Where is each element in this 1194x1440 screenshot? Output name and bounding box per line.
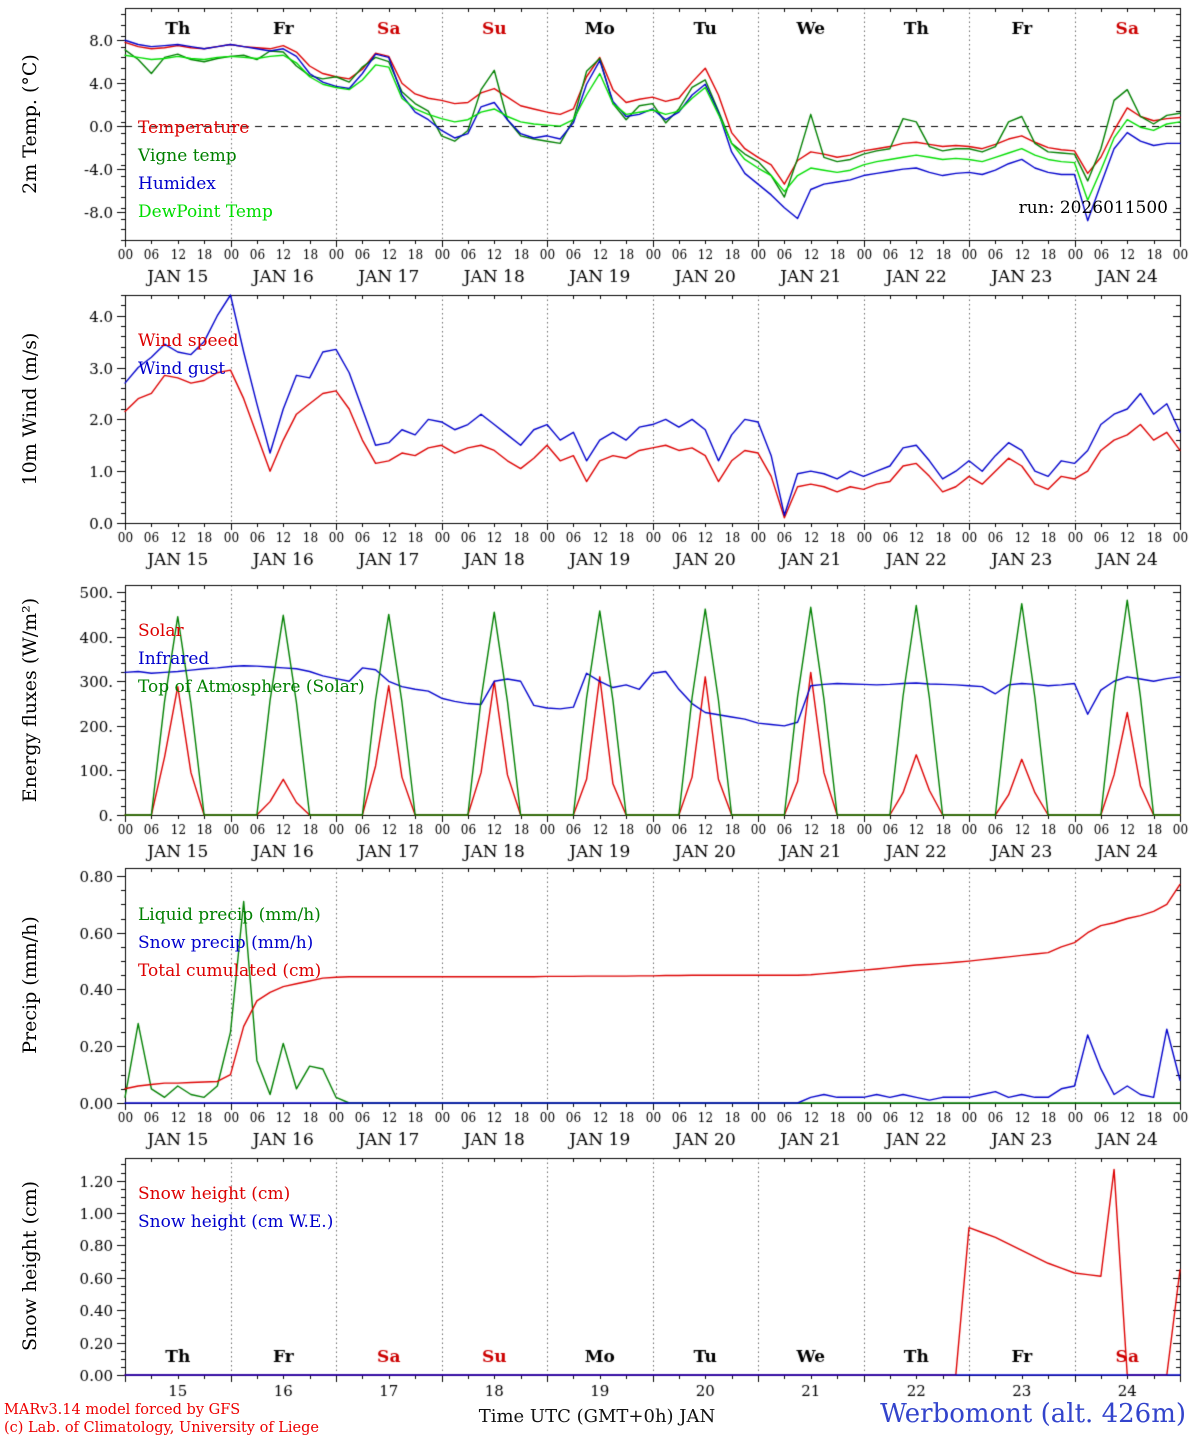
temperature-panel-canvas	[0, 0, 1194, 292]
precipitation-panel-canvas	[0, 863, 1194, 1151]
legend-snow-precip: Snow precip (mm/h)	[138, 933, 314, 953]
legend-wind-gust: Wind gust	[138, 359, 226, 379]
energy-flux-panel-canvas	[0, 578, 1194, 863]
run-label: run: 2026011500	[1018, 198, 1168, 218]
snow-height-panel-canvas	[0, 1151, 1194, 1401]
credit-line-1: MARv3.14 model forced by GFS	[4, 1402, 241, 1418]
snow-height-legend: Snow height (cm) Snow height (cm W.E.)	[138, 1180, 333, 1236]
legend-temperature: Temperature	[138, 118, 250, 138]
wind-legend: Wind speed Wind gust	[138, 327, 238, 383]
wind-panel-canvas	[0, 292, 1194, 578]
ylabel-snow-height: Snow height (cm)	[19, 1180, 41, 1352]
precip-legend: Liquid precip (mm/h) Snow precip (mm/h) …	[138, 901, 321, 985]
legend-snow-height-we: Snow height (cm W.E.)	[138, 1212, 334, 1232]
energy-flux-legend: Solar Infrared Top of Atmosphere (Solar)	[138, 617, 365, 701]
legend-infrared: Infrared	[138, 649, 210, 669]
station-label: Werbomont (alt. 426m)	[880, 1399, 1186, 1429]
legend-humidex: Humidex	[138, 174, 216, 194]
ylabel-energy-flux: Energy fluxes (W/m²)	[19, 597, 41, 803]
legend-wind-speed: Wind speed	[138, 331, 239, 351]
ylabel-temperature: 2m Temp. (°C)	[19, 54, 41, 194]
credit-line-2: (c) Lab. of Climatology, University of L…	[4, 1419, 319, 1436]
credit-text: MARv3.14 model forced by GFS (c) Lab. of…	[4, 1402, 319, 1437]
ylabel-precip: Precip (mm/h)	[19, 916, 41, 1054]
x-axis-title: Time UTC (GMT+0h) JAN	[478, 1406, 716, 1427]
ylabel-wind: 10m Wind (m/s)	[19, 332, 41, 486]
legend-dewpoint-temp: DewPoint Temp	[138, 202, 273, 222]
legend-toa-solar: Top of Atmosphere (Solar)	[138, 677, 365, 697]
temperature-legend: Temperature Vigne temp Humidex DewPoint …	[138, 114, 273, 226]
legend-total-cumulated: Total cumulated (cm)	[138, 961, 322, 981]
legend-snow-height: Snow height (cm)	[138, 1184, 291, 1204]
legend-vigne-temp: Vigne temp	[138, 146, 237, 166]
legend-solar: Solar	[138, 621, 184, 641]
legend-liquid-precip: Liquid precip (mm/h)	[138, 905, 321, 925]
